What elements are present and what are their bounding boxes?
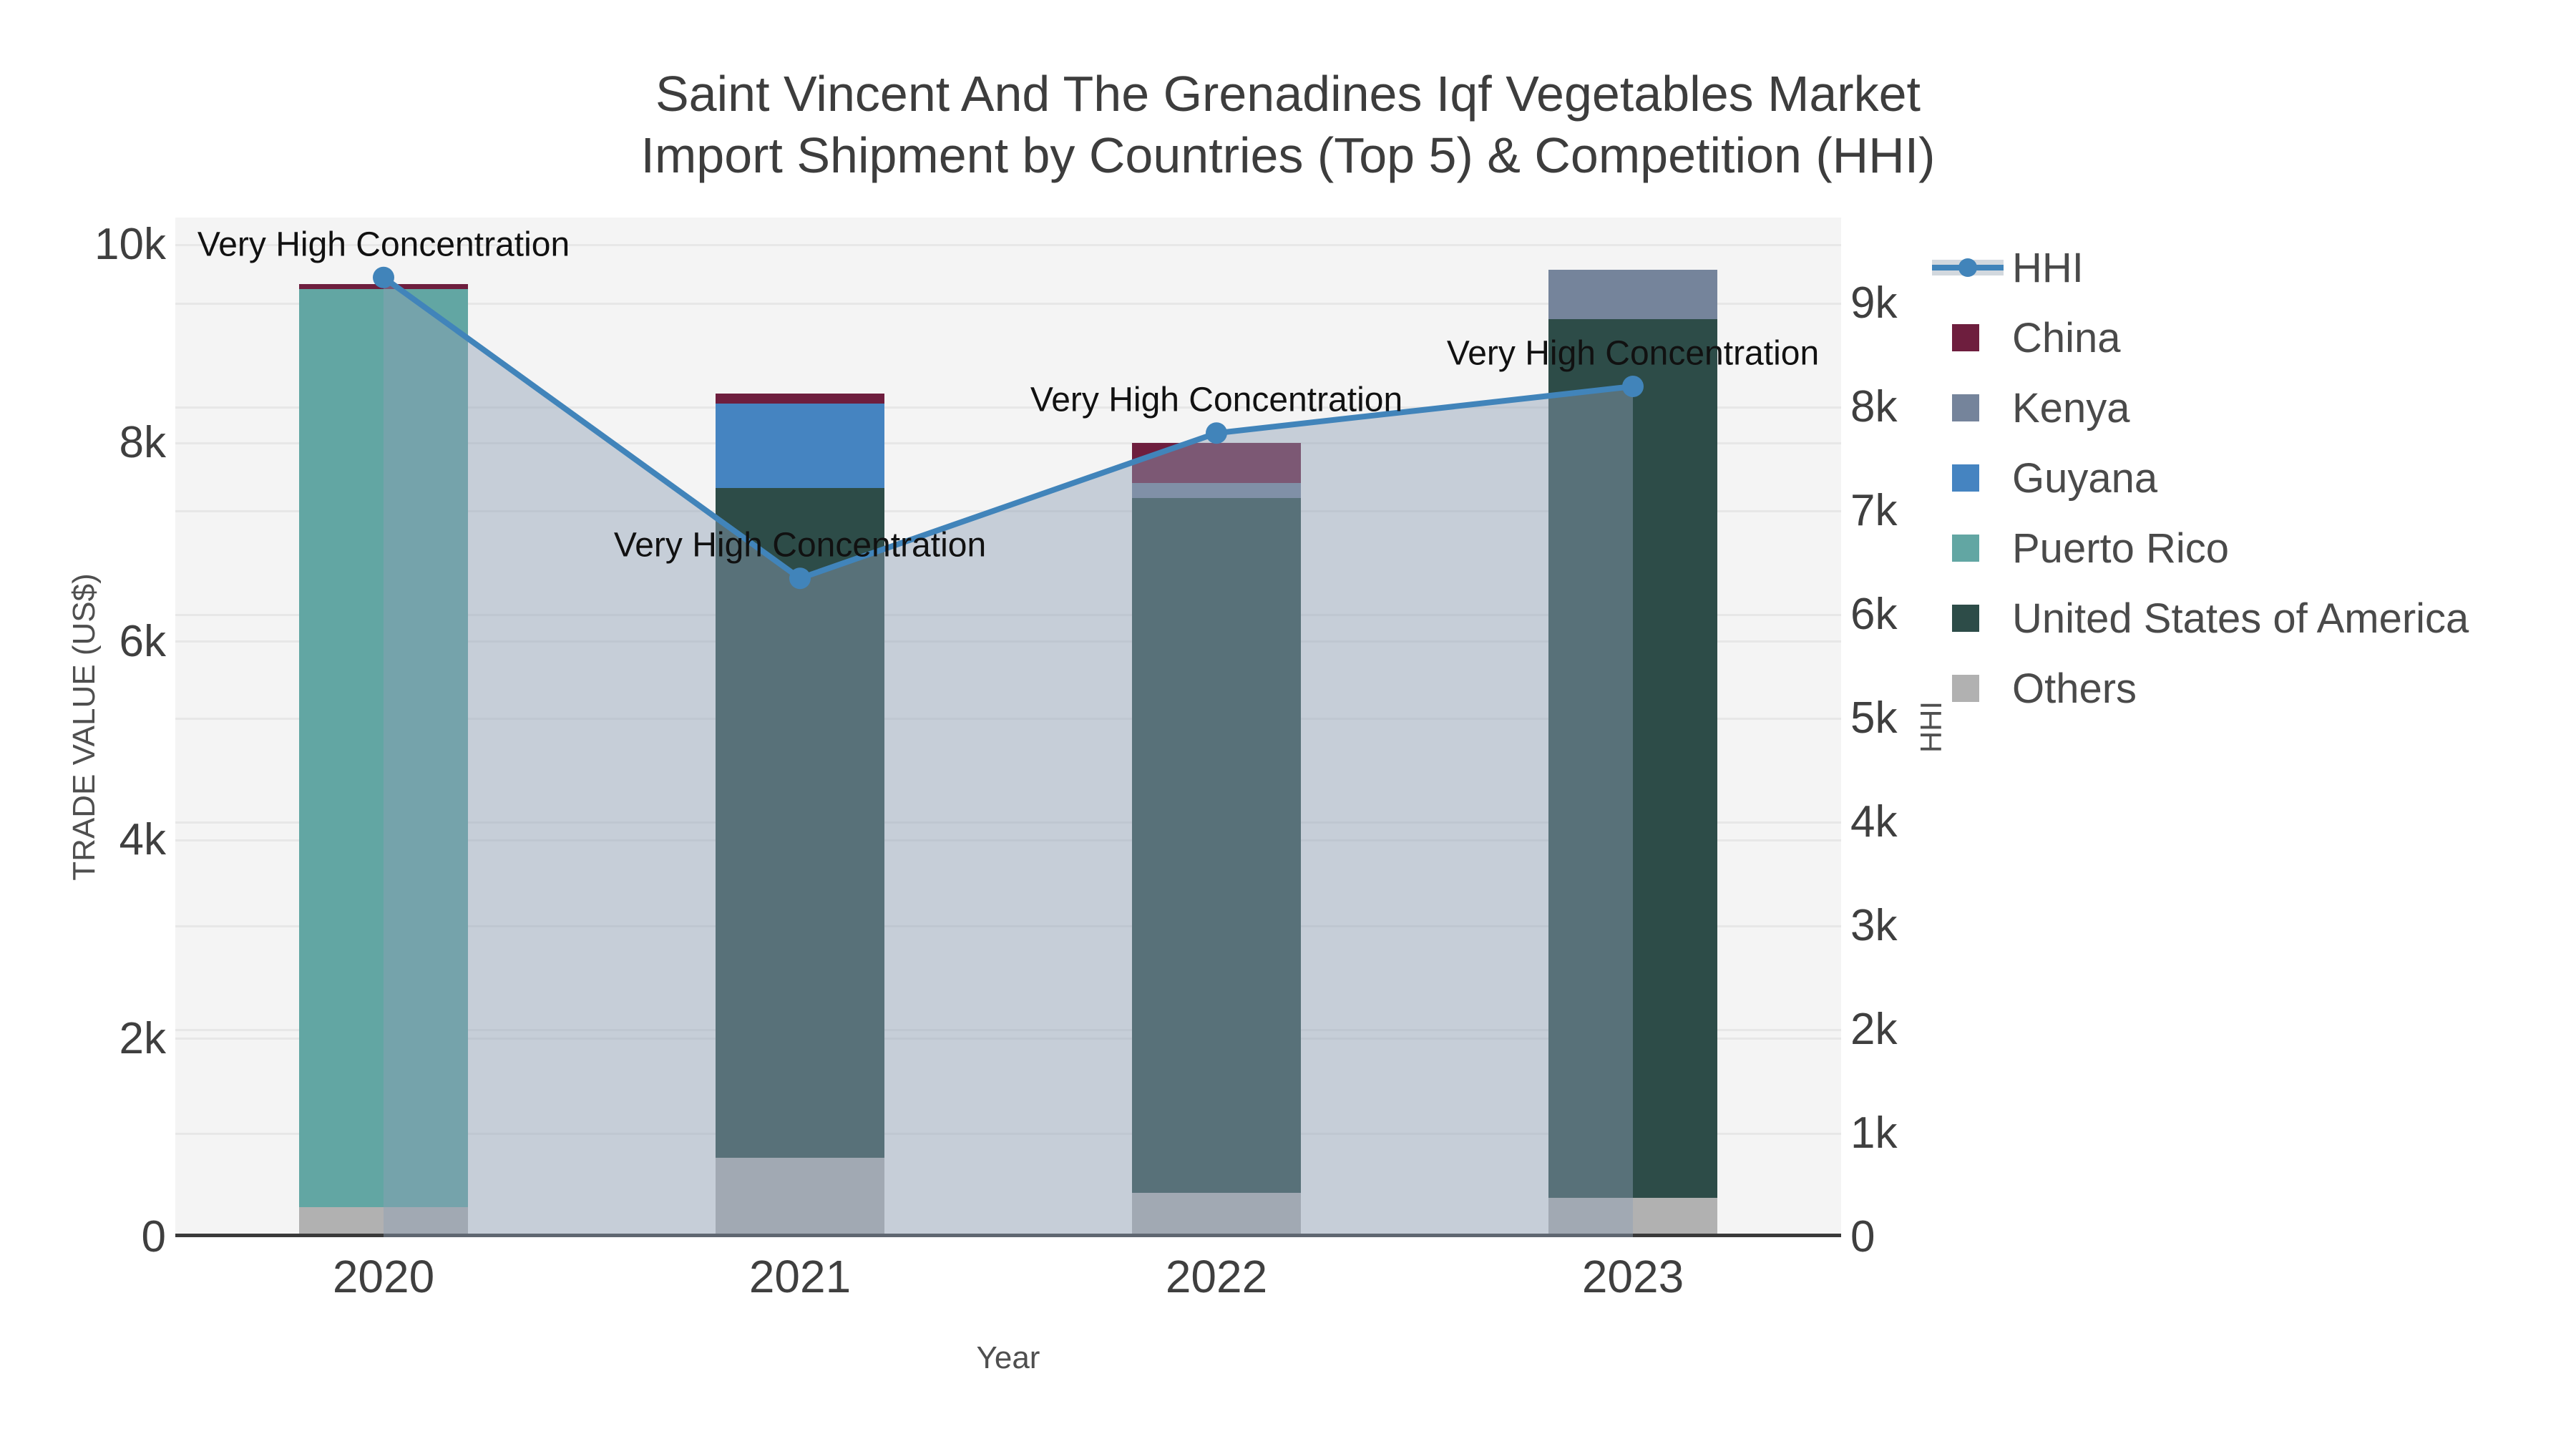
hhi-marker-2020[interactable]: [373, 266, 394, 288]
bar-segment-2021-Others[interactable]: [716, 1158, 884, 1237]
y-left-tick-8k: 8k: [119, 418, 166, 468]
hhi-marker-2023[interactable]: [1622, 376, 1644, 397]
bar-segment-2021-China[interactable]: [716, 394, 884, 404]
chart-title-line1: Saint Vincent And The Grenadines Iqf Veg…: [655, 66, 1921, 122]
legend-swatch-icon: [1932, 653, 2004, 723]
y-right-tick-0: 0: [1850, 1212, 1875, 1262]
bar-segment-2023-Others[interactable]: [1548, 1197, 1717, 1237]
gridline-right-1k: [175, 1132, 1841, 1135]
legend-square-glyph: [1952, 394, 1979, 421]
y-left-tick-4k: 4k: [119, 815, 166, 865]
legend-label: Others: [2012, 665, 2137, 712]
gridline-right-9k: [175, 302, 1841, 305]
y-right-tick-3k: 3k: [1850, 901, 1898, 950]
gridline-right-4k: [175, 821, 1841, 824]
bar-segment-2023-Kenya[interactable]: [1548, 269, 1717, 320]
bar-segment-2021-Guyana[interactable]: [716, 403, 884, 488]
legend-label: China: [2012, 314, 2121, 361]
legend-square-glyph: [1952, 675, 1979, 702]
gridline-left-4k: [175, 839, 1841, 841]
bar-segment-2020-Puerto Rico[interactable]: [299, 289, 468, 1208]
annotation-2023: Very High Concentration: [1446, 334, 1820, 373]
hhi-area-fill: [384, 277, 1633, 1237]
bar-segment-2023-United States of America[interactable]: [1548, 319, 1717, 1198]
y-right-tick-1k: 1k: [1850, 1108, 1898, 1158]
x-axis-title: Year: [976, 1340, 1040, 1375]
legend-swatch-icon: [1932, 373, 2004, 443]
bar-segment-2020-Others[interactable]: [299, 1207, 468, 1237]
y-right-tick-8k: 8k: [1850, 382, 1898, 431]
plot-area: Very High Concentration Very High Concent…: [175, 218, 1841, 1237]
legend-swatch-icon: [1932, 513, 2004, 583]
legend-label: United States of America: [2012, 595, 2469, 642]
gridline-left-2k: [175, 1038, 1841, 1040]
legend-item-others[interactable]: Others: [1932, 653, 2469, 723]
bar-segment-2022-Others[interactable]: [1132, 1192, 1301, 1237]
y-right-tick-7k: 7k: [1850, 486, 1898, 535]
bar-segment-2021-United States of America[interactable]: [716, 487, 884, 1158]
y-left-tick-10k: 10k: [94, 220, 166, 269]
legend-label: Kenya: [2012, 384, 2130, 431]
y-axis-left-title: TRADE VALUE (US$): [67, 573, 102, 881]
x-tick-2020: 2020: [332, 1251, 435, 1302]
legend: HHI China Kenya Guyana Puerto Rico United Sta…: [1932, 233, 2469, 723]
chart-title-line2: Import Shipment by Countries (Top 5) & C…: [640, 127, 1936, 183]
bar-segment-2022-United States of America[interactable]: [1132, 497, 1301, 1193]
y-left-tick-6k: 6k: [119, 616, 166, 666]
gridline-left-8k: [175, 441, 1841, 444]
gridline-right-3k: [175, 924, 1841, 927]
gridline-right-6k: [175, 613, 1841, 616]
legend-swatch-icon: [1932, 303, 2004, 373]
hhi-marker-2022[interactable]: [1206, 422, 1227, 444]
gridline-right-5k: [175, 717, 1841, 720]
y-right-tick-2k: 2k: [1850, 1005, 1898, 1054]
legend-square-glyph: [1952, 605, 1979, 632]
bar-segment-2022-Kenya[interactable]: [1132, 482, 1301, 498]
annotation-2022: Very High Concentration: [1030, 381, 1403, 419]
legend-label: Puerto Rico: [2012, 525, 2230, 572]
legend-label: Guyana: [2012, 454, 2158, 502]
gridline-left-10k: [175, 243, 1841, 246]
y-right-tick-6k: 6k: [1850, 590, 1898, 639]
legend-square-glyph: [1952, 324, 1979, 351]
legend-item-united-states-of-america[interactable]: United States of America: [1932, 583, 2469, 653]
y-left-tick-0: 0: [141, 1212, 166, 1262]
legend-square-glyph: [1952, 535, 1979, 562]
legend-item-china[interactable]: China: [1932, 303, 2469, 373]
gridline-right-8k: [175, 406, 1841, 409]
chart-title: Saint Vincent And The Grenadines Iqf Veg…: [0, 63, 2576, 186]
x-tick-2021: 2021: [748, 1251, 852, 1302]
y-right-tick-9k: 9k: [1850, 278, 1898, 328]
legend-item-guyana[interactable]: Guyana: [1932, 443, 2469, 513]
gridline-left-6k: [175, 640, 1841, 643]
legend-swatch-icon: [1932, 583, 2004, 653]
x-axis-line: [175, 1234, 1841, 1237]
gridline-right-2k: [175, 1028, 1841, 1031]
y-left-tick-2k: 2k: [119, 1013, 166, 1063]
legend-item-hhi[interactable]: HHI: [1932, 233, 2469, 303]
legend-item-puerto-rico[interactable]: Puerto Rico: [1932, 513, 2469, 583]
hhi-line-chart: [373, 266, 1644, 1237]
gridline-right-7k: [175, 509, 1841, 512]
legend-item-kenya[interactable]: Kenya: [1932, 373, 2469, 443]
hhi-line: [381, 275, 1634, 582]
y-right-tick-4k: 4k: [1850, 797, 1898, 847]
legend-label: HHI: [2012, 244, 2084, 291]
legend-square-glyph: [1952, 464, 1979, 492]
annotation-2020: Very High Concentration: [197, 225, 570, 264]
hhi-dot-glyph: [1958, 258, 1977, 277]
hhi-line-icon: [1932, 233, 2004, 303]
legend-swatch-icon: [1932, 443, 2004, 513]
x-tick-2023: 2023: [1581, 1251, 1684, 1302]
hhi-marker-2021[interactable]: [789, 567, 811, 590]
x-tick-2022: 2022: [1165, 1251, 1268, 1302]
annotation-2021: Very High Concentration: [613, 526, 987, 565]
y-right-tick-5k: 5k: [1850, 693, 1898, 743]
